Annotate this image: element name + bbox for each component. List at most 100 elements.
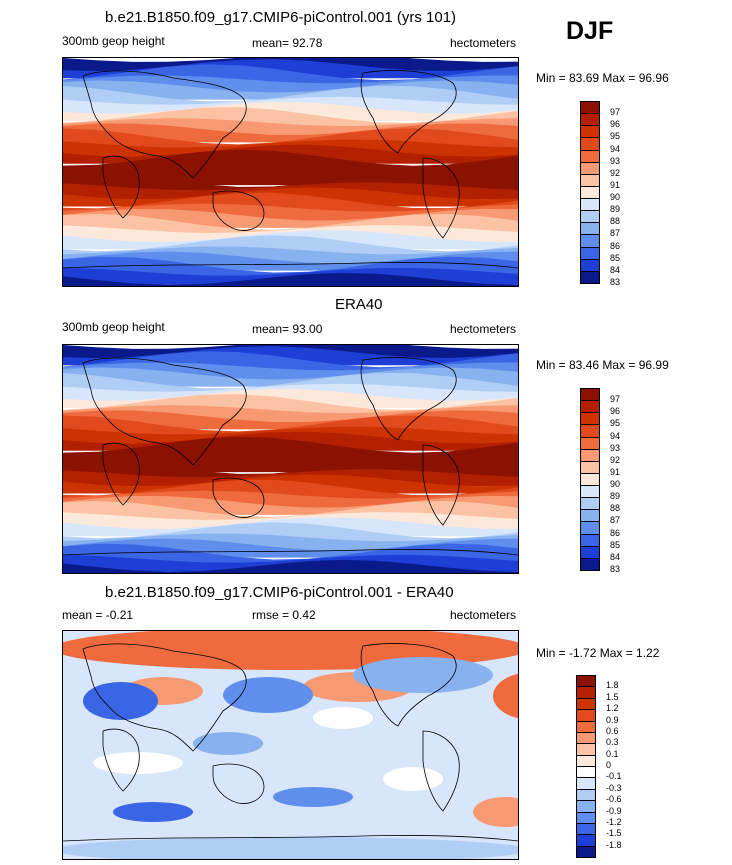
colorbar-tick-label: 0.1 [606,748,619,759]
colorbar-tick-label: 87 [610,228,621,239]
coastline [82,70,247,179]
colorbar-obs: 97 96 95 94 93 92 91 90 89 88 87 86 85 84 83 [580,388,640,574]
coastline [212,190,265,231]
season-label: DJF [566,17,614,45]
coastline [212,763,265,804]
coastline [422,157,460,239]
contour-patch [113,802,193,822]
panel-mean-label-obs: mean= 93.00 [252,322,323,336]
colorbar-tick-label: -0.6 [606,794,622,805]
coastline [102,442,140,506]
coastline [82,643,247,752]
contour-patch [313,707,373,729]
coastline [422,444,460,526]
coastline [360,357,457,441]
contour-patch [493,673,518,719]
colorbar-tick-label: 92 [610,454,621,465]
contour-field-diff [63,631,518,859]
colorbar-tick-label: 1.8 [606,680,619,691]
colorbar-tick-label: 96 [610,119,621,130]
colorbar-tick-label: 90 [610,479,621,490]
colorbar-tick-label: 85 [610,539,621,550]
contour-patch [63,837,518,859]
colorbar-tick-label: -0.1 [606,771,622,782]
panel-mean-label-model: mean= 92.78 [252,36,323,50]
colorbar-tick-label: 94 [610,430,621,441]
coastline [82,357,247,466]
colorbar-tick-label: 83 [610,277,621,287]
colorbar-tick-label: 95 [610,418,621,429]
colorbar-tick-label: 91 [610,179,621,190]
coastline [360,643,457,727]
panel-rmse-label-diff: rmse = 0.42 [252,608,316,622]
colorbar-tick-label: 94 [610,143,621,154]
coastline [63,262,518,269]
panel-title-obs: ERA40 [335,296,383,313]
panel-mean-label-diff: mean = -0.21 [62,608,134,622]
contour-patch [223,677,313,713]
contour-band [63,272,518,286]
contour-patch [353,657,493,693]
colorbar-tick-label: 97 [610,107,621,118]
coastline [63,549,518,556]
contour-patch [273,787,353,807]
colorbar-tick-label: 89 [610,204,621,215]
contour-patch [473,797,518,827]
colorbar-tick-label: -1.2 [606,816,622,827]
colorbar-tick-label: 97 [610,394,621,405]
minmax-obs: Min = 83.46 Max = 96.99 [536,358,669,372]
colorbar-tick-label: 85 [610,252,621,263]
colorbar-tick-label: 84 [610,264,621,275]
panel-variable-label-model: 300mb geop height [62,34,165,48]
colorbar-model: 97 96 95 94 93 92 91 90 89 88 87 86 85 84 83 [580,101,640,287]
contour-field-model [63,58,518,286]
coastline [63,835,518,842]
colorbar-tick-label: 1.5 [606,691,619,702]
panel-title-model: b.e21.B1850.f09_g17.CMIP6-piControl.001 … [105,9,457,26]
colorbar-tick-label: 0 [606,760,612,770]
colorbar-swatch [576,845,596,858]
map-diff [62,630,519,860]
coastline [212,477,265,518]
contour-patch [83,682,158,720]
colorbar-tick-label: -1.5 [606,828,622,839]
map-model [62,57,519,287]
colorbar-tick-label: -0.3 [606,782,622,793]
colorbar-tick-label: 91 [610,466,621,477]
panel-title-diff: b.e21.B1850.f09_g17.CMIP6-piControl.001 … [105,584,454,601]
colorbar-tick-label: 87 [610,515,621,526]
panel-units-label-obs: hectometers [450,322,517,336]
colorbar-tick-label: 86 [610,527,621,538]
panel-units-label-model: hectometers [450,36,517,50]
colorbar-tick-label: 1.2 [606,703,619,714]
colorbar-tick-label: 0.6 [606,725,619,736]
colorbar-swatch [580,270,600,284]
colorbar-tick-label: 95 [610,131,621,142]
panel-variable-label-obs: 300mb geop height [62,320,165,334]
colorbar-tick-label: 0.9 [606,714,619,725]
colorbar-swatch [580,557,600,571]
map-obs [62,344,519,574]
colorbar-tick-label: 96 [610,406,621,417]
colorbar-tick-label: 0.3 [606,737,619,748]
colorbar-tick-label: 84 [610,551,621,562]
contour-patch [193,732,263,755]
colorbar-tick-label: 86 [610,240,621,251]
colorbar-tick-label: 88 [610,216,621,227]
colorbar-tick-label: 90 [610,192,621,203]
colorbar-tick-label: 83 [610,564,621,574]
colorbar-tick-label: 89 [610,491,621,502]
panel-units-label-diff: hectometers [450,608,517,622]
minmax-model: Min = 83.69 Max = 96.96 [536,71,669,85]
colorbar-tick-label: 93 [610,442,621,453]
colorbar-tick-label: 92 [610,167,621,178]
contour-patch [93,752,183,774]
contour-field-obs [63,345,518,573]
colorbar-tick-label: 88 [610,503,621,514]
minmax-diff: Min = -1.72 Max = 1.22 [536,646,660,660]
colorbar-tick-label: -1.8 [606,839,622,850]
colorbar-tick-label: -0.9 [606,805,622,816]
contour-band [63,559,518,573]
contour-patch [383,767,443,791]
colorbar-diff: 1.8 1.5 1.2 0.9 0.6 0.3 0.1 0 -0.1 -0.3 -0.6 -0.9 -1… [576,675,636,858]
